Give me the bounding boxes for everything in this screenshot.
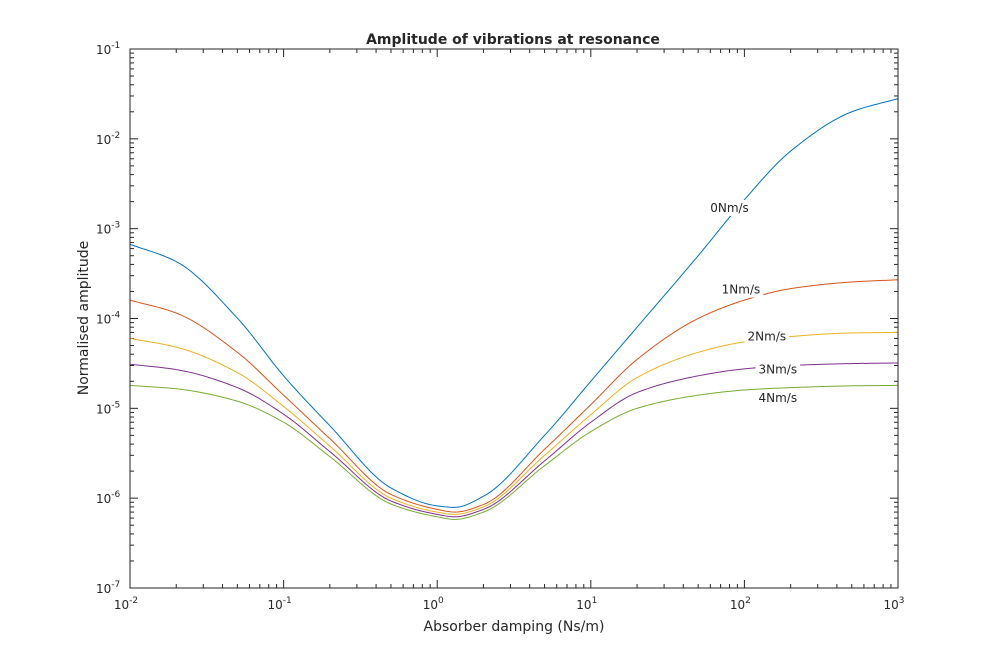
axis-tick-labels: 10-2 10-1 100 101 102 103 10-7 10-6 10-5 10-4 10-3… [96, 41, 905, 612]
y-tick-label: 10-3 [96, 221, 120, 237]
series-label-1: 1Nm/s [722, 283, 761, 297]
x-tick-label: 10-1 [267, 596, 291, 612]
y-axis-label: Normalised amplitude [76, 241, 92, 396]
series-lines [129, 98, 899, 520]
y-tick-label: 10-4 [96, 311, 121, 327]
x-tick-label: 103 [883, 596, 904, 612]
series-labels: 0Nm/s 1Nm/s 2Nm/s 3Nm/s 4Nm/s [707, 199, 801, 407]
series-label-background [744, 328, 790, 345]
series-line-4 [129, 384, 899, 520]
x-tick-label: 100 [423, 596, 444, 612]
x-tick-label: 102 [730, 596, 751, 612]
axis-ticks [129, 48, 899, 589]
series-label-background [707, 199, 752, 216]
series-label-3: 3Nm/s [759, 363, 798, 377]
y-tick-label: 10-7 [96, 580, 120, 596]
series-label-background [718, 281, 764, 298]
series-line-0 [129, 98, 899, 508]
chart-title: Amplitude of vibrations at resonance [366, 32, 660, 48]
y-tick-label: 10-6 [96, 490, 121, 506]
series-label-background [755, 390, 801, 407]
series-label-0: 0Nm/s [710, 201, 749, 215]
x-tick-label: 101 [576, 596, 597, 612]
y-tick-label: 10-2 [96, 131, 120, 147]
x-axis-label: Absorber damping (Ns/m) [424, 619, 605, 635]
series-label-4: 4Nm/s [759, 391, 798, 405]
y-tick-label: 10-1 [96, 41, 120, 57]
plot-frame [129, 48, 899, 589]
series-label-background [755, 361, 801, 378]
series-label-2: 2Nm/s [748, 330, 787, 344]
x-tick-label: 10-2 [114, 596, 138, 612]
plot-area [130, 49, 898, 588]
y-tick-label: 10-5 [96, 400, 120, 416]
series-line-1 [129, 279, 899, 513]
